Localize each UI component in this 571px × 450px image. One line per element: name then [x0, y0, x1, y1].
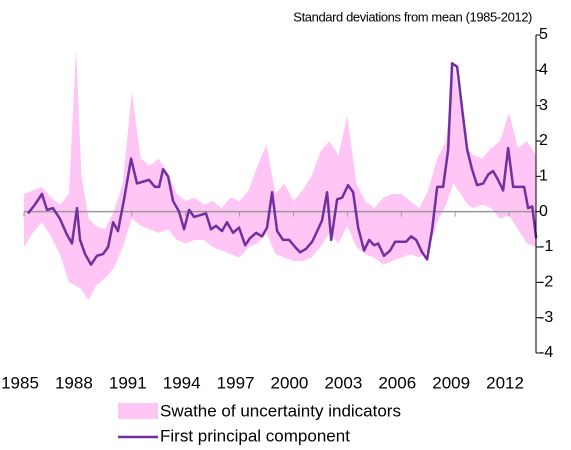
y-tick-label: 4 — [539, 62, 548, 79]
legend-swatch — [118, 403, 158, 419]
x-tick-label: 1991 — [109, 373, 147, 392]
y-tick-label: -3 — [539, 309, 553, 326]
x-tick-label: 1985 — [1, 373, 39, 392]
y-tick-label: 1 — [539, 168, 548, 185]
legend-label: Swathe of uncertainty indicators — [160, 401, 401, 420]
y-tick-label: 2 — [539, 132, 548, 149]
y-tick-label: 5 — [539, 26, 548, 43]
swathe-area — [24, 49, 536, 301]
y-tick-label: -1 — [539, 238, 553, 255]
x-tick-label: 1994 — [163, 373, 201, 392]
x-tick-label: 1988 — [55, 373, 93, 392]
x-tick-label: 2006 — [378, 373, 416, 392]
y-tick-label: -4 — [539, 344, 553, 361]
x-tick-label: 2003 — [324, 373, 362, 392]
y-tick-label: 0 — [539, 203, 548, 220]
principal-component-line — [26, 62, 538, 266]
x-tick-label: 2000 — [271, 373, 309, 392]
x-tick-label: 2012 — [486, 373, 524, 392]
x-tick-label: 1997 — [217, 373, 255, 392]
y-tick-label: -2 — [539, 274, 553, 291]
y-tick-label: 3 — [539, 97, 548, 114]
legend-label: First principal component — [160, 426, 350, 445]
axis-title: Standard deviations from mean (1985-2012… — [293, 9, 532, 24]
x-tick-label: 2009 — [432, 373, 470, 392]
